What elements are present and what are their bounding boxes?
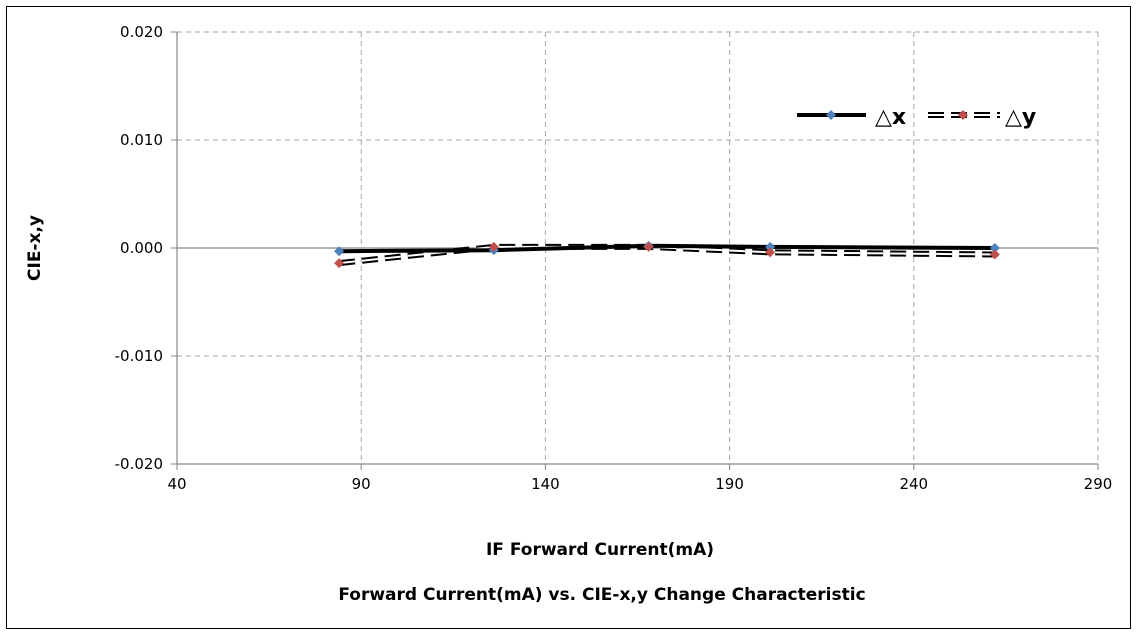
chart-frame [6, 6, 1131, 629]
point-dx [989, 243, 1000, 253]
y-axis-title: CIE-x,y [25, 215, 45, 281]
point-dy [643, 241, 654, 252]
point-dy [334, 258, 345, 269]
legend-marker-dy [958, 110, 968, 120]
x-tick-label: 190 [715, 475, 744, 493]
legend-label-dy: △y [1005, 105, 1036, 130]
x-tick-label: 90 [352, 475, 371, 493]
x-axis-title: IF Forward Current(mA) [486, 540, 714, 560]
y-tick-label: 0.000 [120, 239, 163, 257]
x-tick-label: 290 [1084, 475, 1113, 493]
x-tick-label: 240 [899, 475, 928, 493]
point-dy [488, 241, 499, 252]
grid [177, 31, 1099, 464]
chart-title: Forward Current(mA) vs. CIE-x,y Change C… [338, 585, 865, 605]
legend-label-dx: △x [875, 105, 906, 130]
axes [171, 31, 1099, 470]
point-dy [989, 249, 1000, 260]
x-tick-label: 140 [531, 475, 560, 493]
legend: △x △y [797, 105, 1036, 130]
series-layer [334, 240, 1000, 269]
y-tick-label: 0.010 [120, 131, 163, 149]
y-tick-label: 0.020 [120, 23, 163, 41]
y-tick-label: -0.010 [115, 347, 163, 365]
legend-marker-dx [826, 110, 836, 120]
y-tick-label: -0.020 [115, 455, 163, 473]
point-dx [334, 246, 345, 257]
x-tick-label: 40 [167, 475, 186, 493]
point-dy [765, 247, 776, 258]
point-dx [765, 241, 776, 252]
tick-labels: 40 90 140 190 240 290 0.020 0.010 0.000 -0.010 -0.… [115, 23, 1113, 493]
